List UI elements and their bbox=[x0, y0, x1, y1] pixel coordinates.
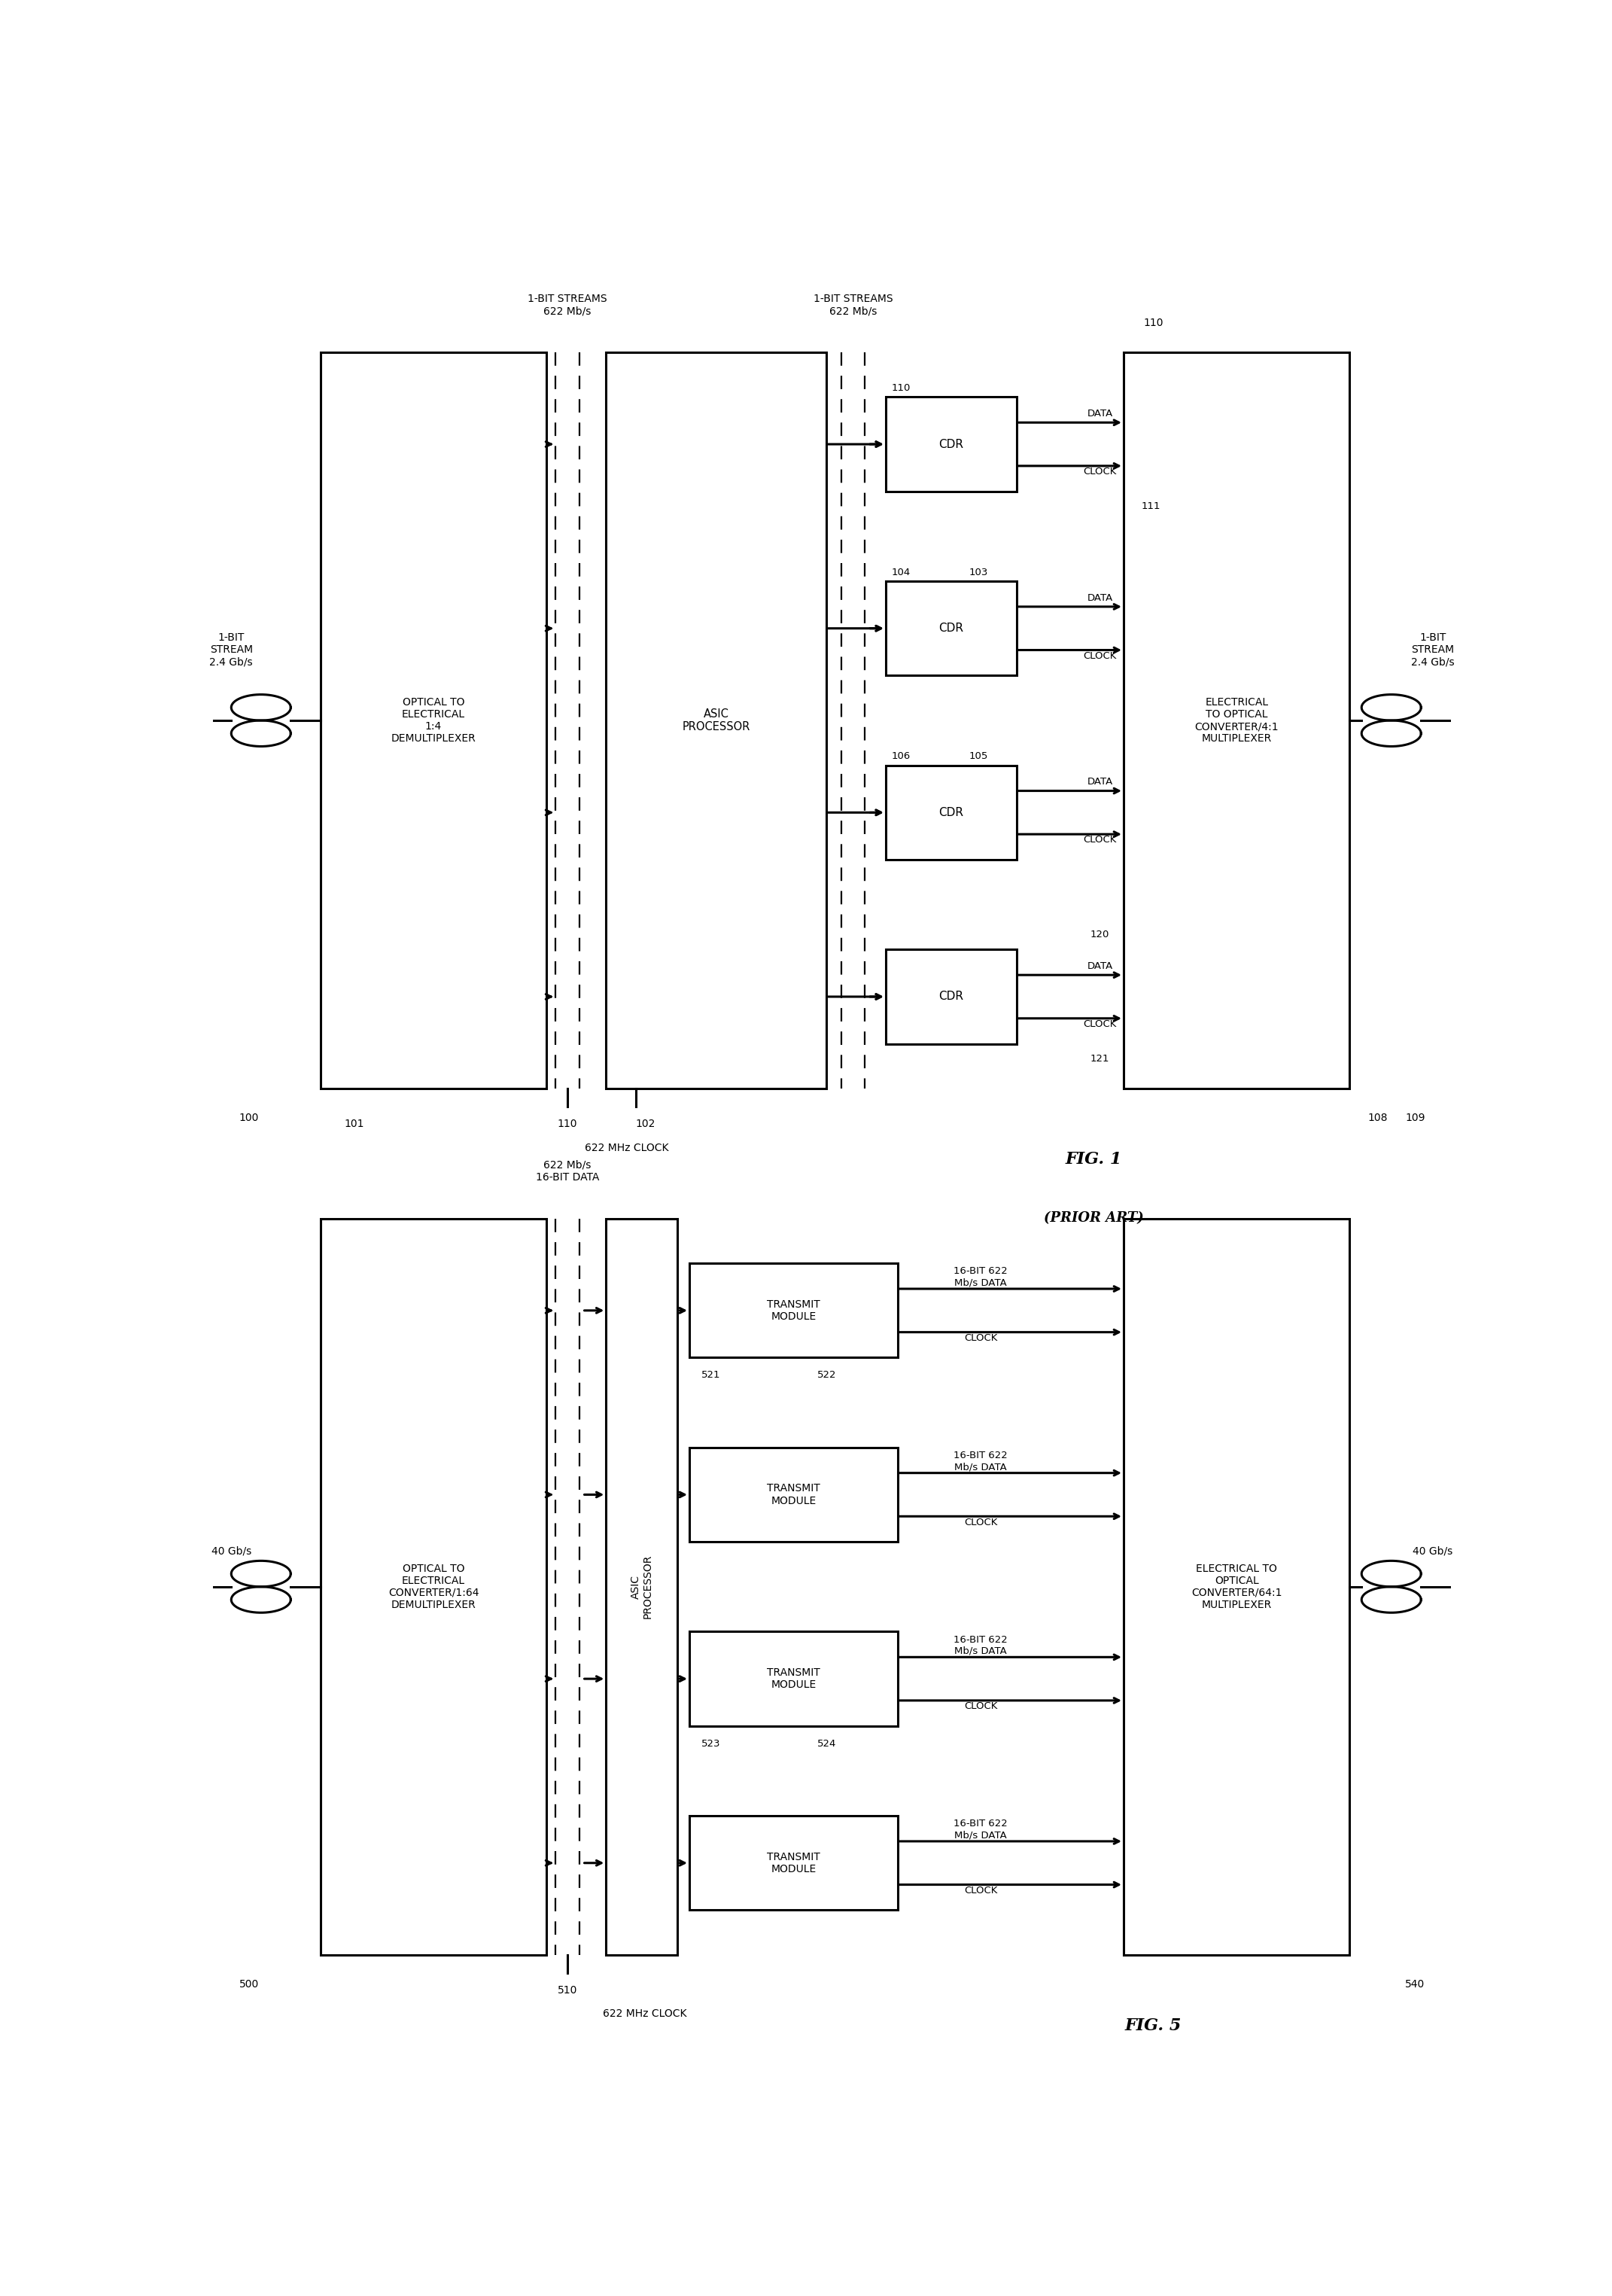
Text: CLOCK: CLOCK bbox=[1083, 652, 1117, 661]
Text: DATA: DATA bbox=[1086, 962, 1112, 971]
Text: 110: 110 bbox=[558, 1118, 577, 1130]
Text: TRANSMIT
MODULE: TRANSMIT MODULE bbox=[767, 1667, 821, 1690]
Text: ASIC
PROCESSOR: ASIC PROCESSOR bbox=[682, 707, 750, 732]
Text: 121: 121 bbox=[1090, 1054, 1109, 1063]
Text: 1-BIT STREAMS
622 Mb/s: 1-BIT STREAMS 622 Mb/s bbox=[527, 294, 608, 317]
Text: 16-BIT 622
Mb/s DATA: 16-BIT 622 Mb/s DATA bbox=[954, 1635, 1008, 1655]
Text: 622 MHz CLOCK: 622 MHz CLOCK bbox=[603, 2009, 687, 2018]
Text: 103: 103 bbox=[969, 567, 988, 576]
FancyBboxPatch shape bbox=[885, 951, 1017, 1045]
Text: 523: 523 bbox=[701, 1738, 721, 1750]
Text: CLOCK: CLOCK bbox=[1083, 836, 1117, 845]
Text: 521: 521 bbox=[701, 1371, 721, 1380]
Text: (PRIOR ART): (PRIOR ART) bbox=[1045, 1212, 1145, 1226]
Text: CLOCK: CLOCK bbox=[964, 1334, 998, 1343]
Text: CLOCK: CLOCK bbox=[964, 1701, 998, 1711]
Text: 108: 108 bbox=[1367, 1114, 1388, 1123]
Text: 111: 111 bbox=[1141, 501, 1161, 512]
Text: CLOCK: CLOCK bbox=[1083, 466, 1117, 478]
Text: 16-BIT 622
Mb/s DATA: 16-BIT 622 Mb/s DATA bbox=[954, 1267, 1008, 1288]
Text: 120: 120 bbox=[1090, 930, 1109, 939]
Text: 540: 540 bbox=[1406, 1979, 1425, 1991]
Text: CLOCK: CLOCK bbox=[1083, 1019, 1117, 1029]
Text: CDR: CDR bbox=[938, 992, 964, 1003]
Text: 101: 101 bbox=[345, 1118, 364, 1130]
Text: TRANSMIT
MODULE: TRANSMIT MODULE bbox=[767, 1851, 821, 1874]
Text: CLOCK: CLOCK bbox=[964, 1885, 998, 1896]
Text: DATA: DATA bbox=[1086, 592, 1112, 604]
Text: OPTICAL TO
ELECTRICAL
1:4
DEMULTIPLEXER: OPTICAL TO ELECTRICAL 1:4 DEMULTIPLEXER bbox=[392, 698, 476, 744]
Text: 524: 524 bbox=[817, 1738, 837, 1750]
Text: 100: 100 bbox=[239, 1114, 260, 1123]
FancyBboxPatch shape bbox=[690, 1263, 898, 1357]
FancyBboxPatch shape bbox=[885, 581, 1017, 675]
Text: 1-BIT
STREAM
2.4 Gb/s: 1-BIT STREAM 2.4 Gb/s bbox=[210, 631, 253, 668]
FancyBboxPatch shape bbox=[1124, 1219, 1349, 1956]
Text: CLOCK: CLOCK bbox=[964, 1518, 998, 1527]
Text: CDR: CDR bbox=[938, 806, 964, 817]
Text: 110: 110 bbox=[891, 383, 911, 393]
Text: 500: 500 bbox=[239, 1979, 260, 1991]
Text: 40 Gb/s: 40 Gb/s bbox=[1412, 1545, 1452, 1557]
FancyBboxPatch shape bbox=[885, 397, 1017, 491]
FancyBboxPatch shape bbox=[606, 351, 827, 1088]
Text: DATA: DATA bbox=[1086, 776, 1112, 788]
Text: 104: 104 bbox=[891, 567, 911, 576]
FancyBboxPatch shape bbox=[1124, 351, 1349, 1088]
Text: 1-BIT STREAMS
622 Mb/s: 1-BIT STREAMS 622 Mb/s bbox=[812, 294, 893, 317]
Text: 105: 105 bbox=[969, 751, 988, 762]
Text: FIG. 5: FIG. 5 bbox=[1125, 2018, 1182, 2034]
Text: ELECTRICAL TO
OPTICAL
CONVERTER/64:1
MULTIPLEXER: ELECTRICAL TO OPTICAL CONVERTER/64:1 MUL… bbox=[1191, 1564, 1282, 1609]
Text: 622 MHz CLOCK: 622 MHz CLOCK bbox=[585, 1143, 669, 1153]
Text: CDR: CDR bbox=[938, 439, 964, 450]
Text: 40 Gb/s: 40 Gb/s bbox=[211, 1545, 251, 1557]
FancyBboxPatch shape bbox=[690, 1816, 898, 1910]
Text: TRANSMIT
MODULE: TRANSMIT MODULE bbox=[767, 1483, 821, 1506]
Text: 109: 109 bbox=[1406, 1114, 1425, 1123]
Text: 106: 106 bbox=[891, 751, 911, 762]
FancyBboxPatch shape bbox=[690, 1446, 898, 1543]
FancyBboxPatch shape bbox=[606, 1219, 677, 1956]
Text: 622 Mb/s
16-BIT DATA: 622 Mb/s 16-BIT DATA bbox=[535, 1159, 600, 1182]
Text: OPTICAL TO
ELECTRICAL
CONVERTER/1:64
DEMULTIPLEXER: OPTICAL TO ELECTRICAL CONVERTER/1:64 DEM… bbox=[388, 1564, 479, 1609]
FancyBboxPatch shape bbox=[321, 351, 546, 1088]
FancyBboxPatch shape bbox=[885, 765, 1017, 859]
Text: 110: 110 bbox=[1143, 317, 1164, 328]
Text: ELECTRICAL
TO OPTICAL
CONVERTER/4:1
MULTIPLEXER: ELECTRICAL TO OPTICAL CONVERTER/4:1 MULT… bbox=[1194, 698, 1278, 744]
Text: DATA: DATA bbox=[1086, 409, 1112, 418]
FancyBboxPatch shape bbox=[690, 1632, 898, 1727]
Text: CDR: CDR bbox=[938, 622, 964, 634]
Text: TRANSMIT
MODULE: TRANSMIT MODULE bbox=[767, 1300, 821, 1322]
Text: ASIC
PROCESSOR: ASIC PROCESSOR bbox=[630, 1554, 653, 1619]
Text: FIG. 1: FIG. 1 bbox=[1066, 1150, 1122, 1169]
Text: 102: 102 bbox=[635, 1118, 656, 1130]
Text: 16-BIT 622
Mb/s DATA: 16-BIT 622 Mb/s DATA bbox=[954, 1451, 1008, 1472]
Text: 522: 522 bbox=[817, 1371, 837, 1380]
FancyBboxPatch shape bbox=[321, 1219, 546, 1956]
Text: 510: 510 bbox=[558, 1986, 577, 1995]
Text: 16-BIT 622
Mb/s DATA: 16-BIT 622 Mb/s DATA bbox=[954, 1818, 1008, 1839]
Text: 1-BIT
STREAM
2.4 Gb/s: 1-BIT STREAM 2.4 Gb/s bbox=[1410, 631, 1454, 668]
